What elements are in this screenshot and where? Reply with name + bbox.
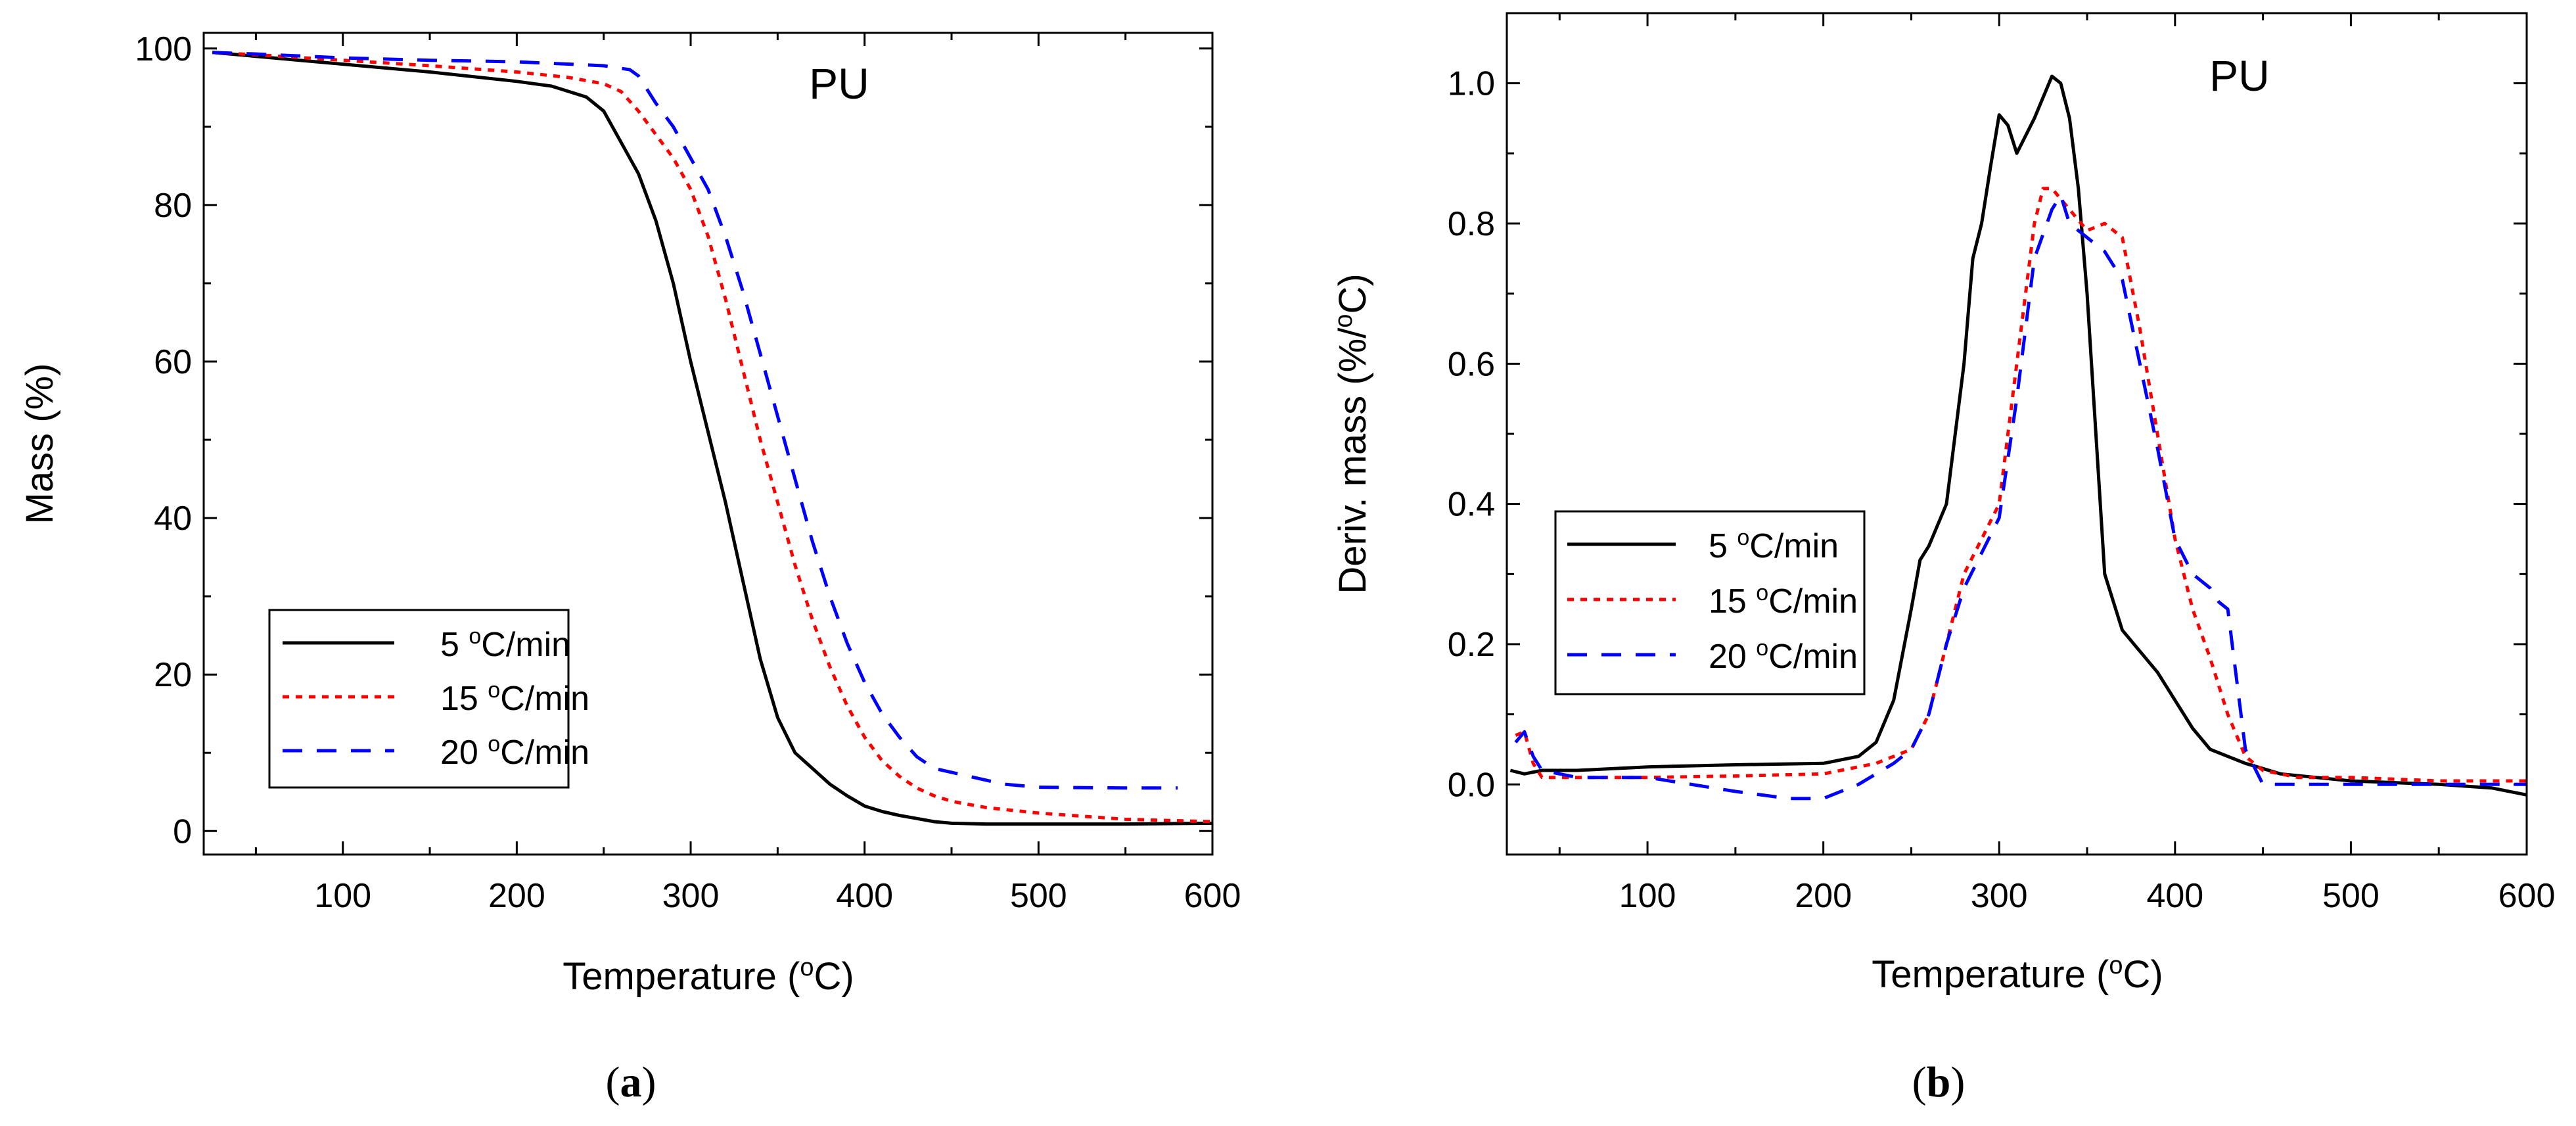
x-tick-label-a-100: 100 [314,877,371,915]
panel-caption-b: (b) [1912,1058,1966,1106]
x-tick-label-b-200: 200 [1795,877,1852,915]
y-tick-label-b-0: 0.0 [1448,766,1495,804]
x-axis-label-a-degree: o [800,954,814,981]
series-line-a-5 [212,51,1212,826]
y-tick-label-b-0.2: 0.2 [1448,626,1495,664]
y-tick-label-b-0.4: 0.4 [1448,486,1495,524]
x-axis-label-b-close: ) [2150,953,2163,996]
series-line-a-20 [212,51,1178,790]
x-tick-label-b-400: 400 [2146,877,2203,915]
y-axis-label-a: Mass (%) [18,364,61,525]
y-tick-label-a-100: 100 [135,30,192,68]
series-group-a [212,51,1212,826]
y-axis-label-a-unit: % [18,376,61,410]
y-axis-label-a-close: ) [18,364,61,376]
legend-label-b-5: 5 oC/min [1709,525,1839,565]
legend-label-b-15: 15 oC/min [1709,580,1858,621]
x-tick-label-a-300: 300 [662,877,720,915]
axis-ticks-a: 100 200 300 400 500 600 0 20 40 60 80 100 [135,30,1241,915]
plot-frame-a [202,32,1214,856]
x-axis-label-b-text: Temperature [1872,953,2086,996]
y-tick-label-b-0.8: 0.8 [1448,205,1495,243]
y-axis-label-b-text: Deriv. mass [1331,396,1374,594]
series-line-b-20 [1514,193,2527,801]
y-axis-label-a-open: ( [18,410,61,422]
panel-caption-b-open: ( [1912,1058,1927,1106]
series-line-b-5 [1509,74,2527,797]
y-axis-label-b: Deriv. mass (%/oC) [1330,273,1374,594]
legend-label-b-20: 20 oC/min [1709,636,1858,676]
y-axis-label-b-degree: o [1330,314,1358,328]
series-line-b-15 [1515,187,2527,783]
x-tick-label-a-400: 400 [836,877,893,915]
y-tick-label-b-0.6: 0.6 [1448,345,1495,383]
y-tick-label-a-40: 40 [154,500,192,538]
panel-caption-b-letter: b [1927,1058,1951,1106]
y-axis-label-b-unit-2: C) [1331,273,1374,314]
y-tick-label-b-1: 1.0 [1448,65,1495,103]
y-tick-label-a-60: 60 [154,343,192,381]
minor-ticks-a [204,33,1212,855]
series-group-b [1509,74,2527,801]
x-tick-label-b-300: 300 [1971,877,2028,915]
chart-panel-b: PU 100 200 300 400 500 6000.00.20.40.60.81.0 … [1330,12,2556,1106]
legend-b: 5 oC/min 15 oC/min 20 oC/min [1554,510,1866,695]
axis-ticks-b: 100 200 300 400 500 600 0.0 0.2 0.4 0.6 0.8 1.0 [1448,13,2556,915]
chart-title-b: PU [2209,51,2270,100]
x-axis-label-a-close: ) [841,955,854,998]
x-axis-label-a-text: Temperature [563,955,777,998]
x-axis-label-b-open: ( [2096,953,2109,996]
legend-label-a-5: 5 oC/min [440,624,570,664]
legend-box-b [1554,510,1866,695]
x-tick-label-a-200: 200 [488,877,545,915]
x-axis-label-a-open: ( [787,955,800,998]
y-axis-label-b-open: ( [1331,372,1374,385]
chart-panel-a: PU 100 200 300 400 500 600 0 20 40 60 80 100 Temper… [18,30,1241,1106]
x-tick-label-a-500: 500 [1010,877,1067,915]
panel-caption-a-open: ( [606,1058,620,1106]
x-axis-label-a-unit: C [814,955,841,998]
panel-caption-a-close: ) [642,1058,656,1106]
legend-label-a-20: 20 oC/min [440,732,589,772]
legend-box-a [268,609,570,789]
panel-caption-a: (a) [606,1058,656,1106]
x-tick-label-b-600: 600 [2498,877,2556,915]
x-tick-label-b-500: 500 [2322,877,2380,915]
legend-label-a-15: 15 oC/min [440,678,589,718]
y-tick-label-a-80: 80 [154,187,192,225]
minor-ticks-b [1507,13,2527,856]
panel-caption-a-letter: a [620,1058,642,1106]
x-axis-label-b-unit: C [2123,953,2150,996]
x-tick-label-a-600: 600 [1184,877,1241,915]
x-axis-label-a: Temperature (oC) [563,954,854,998]
y-axis-label-a-text: Mass [18,433,61,525]
legend-a: 5 oC/min 15 oC/min 20 oC/min [268,609,589,789]
panel-caption-b-close: ) [1950,1058,1965,1106]
series-line-a-15 [212,51,1212,824]
plot-frame-b [1506,12,2528,856]
chart-title-a: PU [809,59,869,108]
y-tick-label-a-0: 0 [173,812,192,851]
x-axis-label-b-degree: o [2109,952,2123,979]
x-axis-label-b: Temperature (oC) [1872,952,2163,996]
x-tick-label-b-100: 100 [1619,877,1676,915]
y-axis-label-b-unit-1: %/ [1331,327,1374,373]
y-tick-label-a-20: 20 [154,656,192,694]
